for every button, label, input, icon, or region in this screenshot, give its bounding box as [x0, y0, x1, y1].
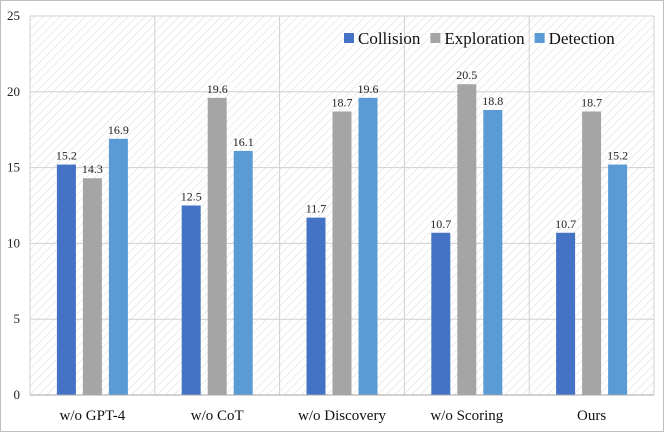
legend-item-detection: Detection	[534, 29, 616, 48]
data-label: 18.7	[332, 96, 353, 110]
data-label: 16.9	[108, 123, 129, 137]
data-label: 18.8	[482, 94, 503, 108]
data-label: 11.7	[306, 202, 327, 216]
legend-item-collision: Collision	[344, 29, 421, 48]
data-labels: 15.2 14.3 16.9 12.5 19.6 16.1 11.7 18.7 19.6 10.7…	[56, 68, 628, 231]
x-axis: w/o GPT-4 w/o CoT w/o Discovery w/o Scoring…	[30, 394, 654, 424]
bar-exploration	[82, 178, 102, 395]
bar-detection	[483, 109, 503, 395]
legend-label: Collision	[358, 29, 421, 48]
bar-collision	[431, 232, 451, 395]
bar-exploration	[207, 97, 227, 395]
y-tick-label: 0	[14, 387, 21, 402]
data-label: 18.7	[581, 96, 602, 110]
legend-item-exploration: Exploration	[430, 29, 525, 48]
bar-detection	[233, 150, 253, 395]
legend-swatch	[430, 33, 441, 43]
legend-swatch	[344, 33, 354, 43]
bars	[56, 84, 628, 396]
bar-collision	[56, 164, 76, 395]
y-tick-label: 10	[7, 235, 20, 250]
data-label: 10.7	[430, 217, 451, 231]
bar-exploration	[457, 84, 477, 395]
data-label: 12.5	[181, 190, 202, 204]
bar-detection	[608, 164, 628, 395]
y-axis: 0 5 10 15 20 25	[7, 8, 20, 402]
data-label: 20.5	[456, 68, 477, 82]
x-tick-label: w/o CoT	[191, 408, 244, 424]
legend-label: Detection	[549, 29, 616, 48]
data-label: 19.6	[358, 82, 379, 96]
x-tick-label: Ours	[577, 408, 606, 424]
legend-label: Exploration	[444, 29, 525, 48]
y-tick-label: 25	[7, 8, 20, 23]
x-tick-label: w/o Scoring	[430, 408, 503, 424]
bar-exploration	[582, 111, 602, 396]
bar-detection	[108, 138, 128, 395]
data-label: 10.7	[555, 217, 576, 231]
x-tick-label: w/o Discovery	[298, 408, 386, 424]
bar-exploration	[332, 111, 352, 396]
bar-detection	[358, 97, 378, 395]
legend-swatch	[534, 33, 545, 43]
x-tick-label: w/o GPT-4	[60, 408, 126, 424]
y-tick-label: 5	[14, 311, 21, 326]
data-label: 14.3	[82, 162, 103, 176]
bar-collision	[306, 217, 326, 395]
data-label: 15.2	[607, 149, 628, 163]
bar-collision	[181, 205, 201, 395]
data-label: 19.6	[207, 82, 228, 96]
bar-collision	[556, 232, 576, 395]
y-tick-label: 20	[7, 84, 20, 99]
legend: Collision Exploration Detection	[344, 29, 615, 48]
data-label: 16.1	[233, 135, 254, 149]
data-label: 15.2	[56, 149, 77, 163]
y-tick-label: 15	[7, 160, 20, 175]
